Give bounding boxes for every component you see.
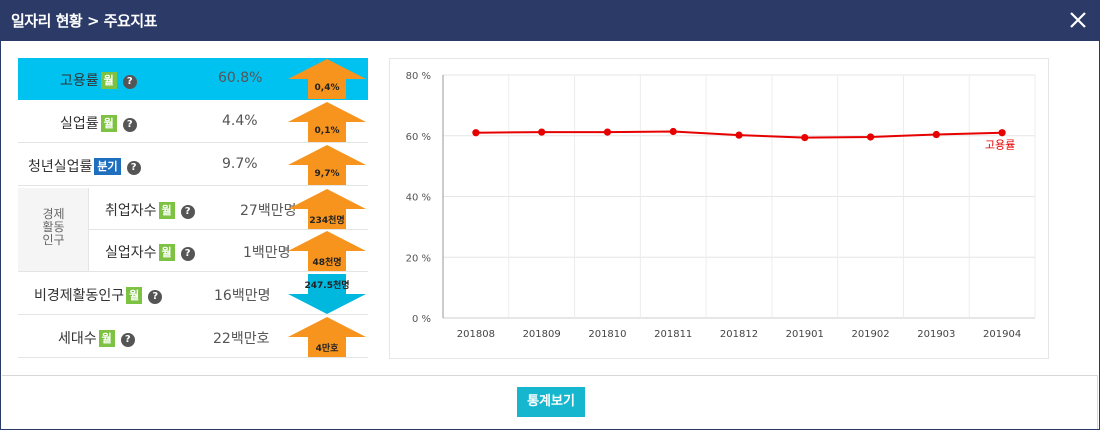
data-point [538,128,546,136]
x-tick-label: 201812 [720,329,758,340]
data-point [735,131,743,139]
y-tick-label: 0 % [412,314,431,325]
indicator-label: 취업자수 [105,203,157,219]
indicator-label: 비경제활동인구 [34,288,125,304]
indicator-label-group: 고용률 월? [60,70,137,90]
group-label-line: 인구 [42,233,65,247]
help-icon[interactable]: ? [126,161,141,175]
indicator-label-group: 청년실업률 분기? [28,156,141,176]
x-tick-label: 201809 [523,329,561,340]
footer-bar: 통계보기 [2,375,1098,429]
period-badge: 월 [100,72,117,89]
indicator-label: 실업자수 [105,245,157,261]
title-bar: 일자리 현황 > 주요지표 [1,1,1100,41]
change-value: 9,7% [314,169,340,179]
indicator-label-group: 실업률 월? [60,113,137,133]
x-tick-label: 201901 [786,329,824,340]
indicator-value: 22백만호 [213,331,270,347]
change-value: 247.5천명 [304,281,350,291]
x-tick-label: 201811 [654,329,692,340]
indicator-label: 세대수 [58,331,97,347]
indicator-label: 청년실업률 [28,159,93,175]
help-icon[interactable]: ? [180,205,195,219]
period-badge: 월 [158,202,175,219]
data-point [472,129,480,137]
help-icon[interactable]: ? [180,247,195,261]
indicator-label-group: 세대수 월? [58,328,135,348]
help-icon[interactable]: ? [122,118,137,132]
close-icon[interactable] [1065,7,1091,33]
indicator-label-group: 실업자수 월? [105,242,195,262]
change-up-arrow-icon: 0,1% [288,102,366,142]
indicator-value: 9.7% [222,156,258,172]
data-point [866,133,875,141]
period-badge: 월 [158,244,175,261]
line-chart-svg: 0 % 20 % 40 % 60 % 80 % 201808 201809 201810 201… [406,71,1036,340]
indicator-value: 16백만명 [214,288,271,304]
change-value: 0,4% [314,83,340,93]
indicator-value: 27백만명 [240,203,297,219]
x-tick-label: 201903 [917,329,955,340]
indicator-value: 1백만명 [243,245,291,261]
indicator-label-group: 취업자수 월? [105,200,195,220]
period-badge: 월 [100,115,117,132]
period-badge: 월 [126,287,143,304]
indicator-row-youth-unemployment-rate[interactable]: 청년실업률 분기? 9.7% 9,7% [18,144,368,186]
period-badge: 월 [98,330,115,347]
indicator-row-unemployment-rate[interactable]: 실업률 월? 4.4% 0,1% [18,101,368,143]
change-down-arrow-icon: 247.5천명 [288,274,366,314]
data-point [801,133,809,142]
dialog-title: 일자리 현황 > 주요지표 [11,12,157,30]
help-icon[interactable]: ? [148,290,163,304]
period-badge: 분기 [94,158,121,175]
change-up-arrow-icon: 9,7% [288,145,366,185]
series-label: 고용률 [985,139,1015,152]
x-tick-label: 201902 [851,329,889,340]
y-tick-label: 20 % [406,253,431,264]
indicator-label-group: 비경제활동인구 월? [34,285,163,305]
indicator-list: 경제 활동 인구 고용률 월? 60.8% 0,4% 실업률 월? 4.4% 0,1% 청년실업… [18,58,368,358]
line-chart: 0 % 20 % 40 % 60 % 80 % 201808 201809 201810 201… [389,58,1049,359]
indicator-row-unemployed-count[interactable]: 실업자수 월? 1백만명 48천명 [89,230,368,272]
x-tick-label: 201810 [588,329,626,340]
change-value: 0,1% [314,126,340,136]
change-value: 234천명 [309,216,345,226]
data-point [669,127,677,136]
data-point [998,129,1006,137]
indicator-label: 실업률 [60,116,99,132]
change-up-arrow-icon: 4만호 [288,317,366,357]
change-value: 4만호 [315,344,339,354]
y-tick-label: 80 % [406,71,431,82]
stats-view-button[interactable]: 통계보기 [517,387,585,417]
help-icon[interactable]: ? [120,333,135,347]
indicator-label: 고용률 [60,73,99,89]
group-label-line: 활동 [42,220,65,234]
indicator-row-inactive-population[interactable]: 비경제활동인구 월? 16백만명 247.5천명 [18,273,368,315]
change-up-arrow-icon: 48천명 [288,231,366,271]
change-value: 48천명 [312,258,342,268]
economic-activity-group-label: 경제 활동 인구 [18,188,89,272]
indicator-row-household-count[interactable]: 세대수 월? 22백만호 4만호 [18,316,368,358]
indicator-row-employed-count[interactable]: 취업자수 월? 27백만명 234천명 [89,188,368,230]
y-tick-label: 40 % [406,193,431,204]
data-point [603,128,612,136]
group-label-line: 경제 [42,207,65,221]
x-tick-label: 201808 [457,329,495,340]
help-icon[interactable]: ? [122,75,137,89]
indicator-value: 4.4% [222,113,258,129]
data-point [932,130,940,139]
change-up-arrow-icon: 234천명 [288,189,366,229]
indicator-value: 60.8% [218,70,263,86]
indicator-row-employment-rate[interactable]: 고용률 월? 60.8% 0,4% [18,58,368,100]
y-tick-label: 60 % [406,132,431,143]
x-tick-label: 201904 [983,329,1021,340]
change-up-arrow-icon: 0,4% [288,59,366,99]
